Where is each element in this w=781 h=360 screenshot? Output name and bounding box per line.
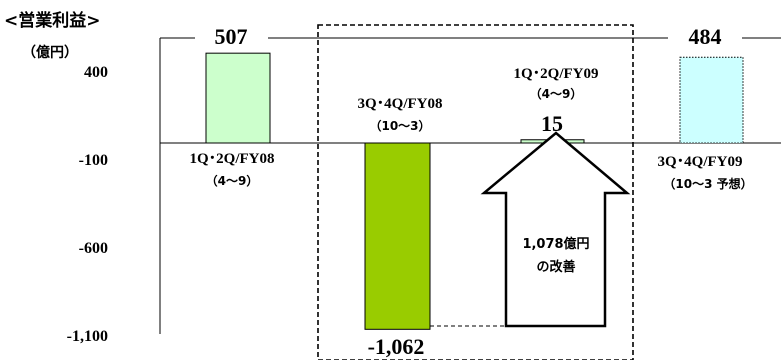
y-tick-labels: 400 -100 -600 -1,100 [67,64,108,345]
bar-1q2q-fy08 [205,52,271,144]
improvement-arrow [480,131,631,328]
category-label: 3Q･4Q/FY08 [358,96,443,112]
value-label: 15 [541,111,563,136]
category-sublabel: （4〜9） [206,173,259,188]
bar-3q4q-fy08 [364,142,431,330]
improvement-amount: 1,078億円 [522,236,589,252]
category-sublabel: （10〜3 予想） [663,176,752,191]
category-sublabel: （10〜3） [369,118,430,133]
category-label: 1Q･2Q/FY08 [190,151,275,167]
comparison-dashed-box [317,24,634,360]
y-tick-label: -1,100 [67,328,108,345]
y-tick-label: -100 [79,152,108,169]
unit-label: <営業利益> [4,10,101,31]
category-label: 3Q･4Q/FY09 [658,154,743,170]
bar-3q4q-fy09-forecast [679,56,744,144]
category-label: 1Q･2Q/FY09 [514,66,599,82]
value-label: 484 [689,24,722,49]
y-tick-label: 400 [84,64,108,81]
improvement-text: の改善 [536,259,575,275]
category-sublabel: （4〜9） [530,86,583,101]
y-tick-label: -600 [79,240,108,257]
unit-sublabel: （億円） [22,44,78,61]
value-label: -1,062 [368,334,425,359]
value-label: 507 [215,24,248,49]
